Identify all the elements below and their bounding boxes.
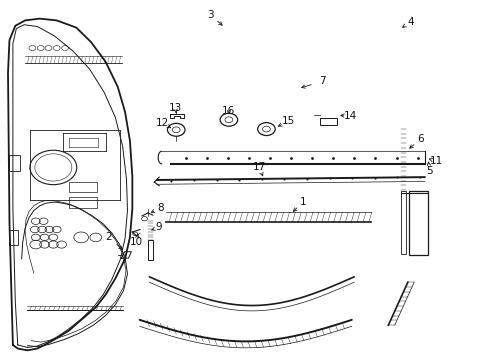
Bar (408, 191, 427, 255)
Text: 10: 10 (129, 237, 142, 247)
Text: 13: 13 (168, 103, 182, 113)
Text: 1: 1 (299, 197, 305, 207)
Text: 6: 6 (417, 134, 424, 144)
Bar (320, 118, 336, 125)
Bar (148, 240, 153, 260)
Text: 15: 15 (281, 116, 294, 126)
Bar (69, 182, 97, 192)
Text: 5: 5 (426, 166, 432, 176)
Text: 4: 4 (406, 17, 413, 27)
Text: 12: 12 (156, 118, 169, 128)
Bar (69, 197, 97, 208)
Bar (400, 191, 406, 253)
Text: 2: 2 (105, 232, 112, 242)
Text: 9: 9 (155, 222, 162, 232)
Text: 8: 8 (157, 203, 163, 213)
Bar (9, 230, 18, 244)
Text: 16: 16 (222, 106, 235, 116)
Text: 3: 3 (206, 10, 213, 20)
Text: 17: 17 (252, 162, 265, 172)
Text: 14: 14 (344, 111, 357, 121)
Text: 11: 11 (428, 156, 442, 166)
Text: 7: 7 (319, 76, 325, 86)
Bar (9, 155, 20, 171)
